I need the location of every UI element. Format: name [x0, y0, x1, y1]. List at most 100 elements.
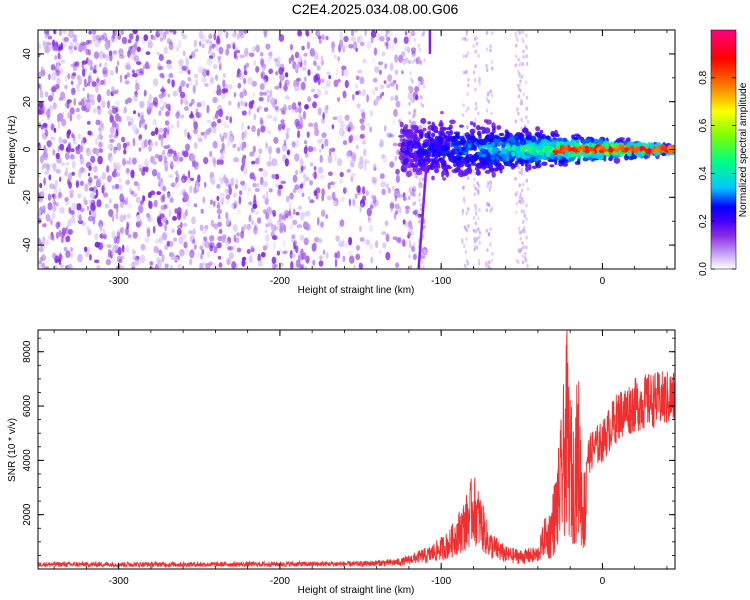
- spectrogram-noise-cell: [58, 136, 63, 144]
- spectrogram-signal-cell: [626, 150, 632, 157]
- spectrogram-signal-cell: [653, 150, 660, 155]
- spectrogram-noise-cell: [472, 44, 475, 48]
- spectrogram-noise-cell: [97, 134, 101, 141]
- spectrogram-noise-cell: [79, 157, 85, 165]
- spectrogram-noise-cell: [144, 123, 148, 130]
- spectrogram-noise-cell: [354, 30, 358, 33]
- spectrogram-noise-cell: [160, 106, 164, 111]
- spectrogram-noise-cell: [83, 196, 87, 205]
- spectrogram-noise-cell: [325, 214, 329, 219]
- spectrogram-noise-cell: [301, 192, 305, 197]
- spectrogram-noise-cell: [474, 186, 478, 191]
- spectrogram-noise-cell: [158, 54, 164, 61]
- spectrogram-signal-cell: [511, 151, 516, 157]
- spectrogram-noise-cell: [206, 119, 212, 124]
- spectrogram-noise-cell: [48, 73, 51, 81]
- spectrogram-noise-cell: [279, 212, 282, 217]
- spectrogram-noise-cell: [75, 107, 80, 113]
- spectrogram-noise-cell: [139, 167, 143, 172]
- spectrogram-noise-cell: [140, 111, 145, 119]
- spectrogram-noise-cell: [412, 190, 415, 195]
- spectrogram-noise-cell: [373, 66, 380, 73]
- spectrogram-noise-cell: [271, 174, 276, 179]
- spectrogram-noise-cell: [403, 46, 409, 51]
- spectrogram-noise-cell: [224, 240, 230, 246]
- spectrogram-noise-cell: [260, 119, 264, 126]
- spectrogram-noise-cell: [331, 191, 336, 201]
- spectrogram-noise-cell: [317, 35, 322, 40]
- spectrogram-noise-cell: [404, 221, 409, 228]
- spectrogram-noise-cell: [522, 245, 525, 250]
- spectrogram-signal-cell: [497, 164, 505, 171]
- spectrogram-signal-cell: [415, 169, 423, 175]
- spectrogram-noise-cell: [204, 83, 209, 87]
- spectrogram-noise-cell: [267, 51, 273, 57]
- spectrogram-noise-cell: [519, 101, 522, 106]
- spectrogram-noise-cell: [295, 64, 298, 72]
- spectrogram-noise-cell: [380, 181, 387, 188]
- spectrogram-noise-cell: [104, 203, 110, 209]
- spectrogram-noise-cell: [162, 185, 167, 192]
- spectrogram-noise-cell: [342, 45, 346, 53]
- spectrogram-noise-cell: [164, 204, 169, 209]
- spectrogram-noise-cell: [134, 141, 138, 146]
- spectrogram-signal-cell: [603, 155, 607, 162]
- snr-series-line: [38, 330, 675, 569]
- spectrogram-noise-cell: [266, 206, 272, 215]
- spectrogram-noise-cell: [128, 33, 134, 40]
- spectrogram-noise-cell: [247, 125, 250, 130]
- spectrogram-noise-cell: [347, 126, 351, 133]
- spectrogram-noise-cell: [228, 186, 232, 196]
- spectrogram-noise-cell: [360, 203, 364, 208]
- spectrogram-noise-cell: [518, 226, 521, 231]
- colorbar-tick-label: 0.2: [698, 214, 709, 228]
- spectrogram-noise-cell: [273, 241, 276, 250]
- spectrogram-noise-cell: [40, 205, 46, 212]
- spectrogram-noise-cell: [294, 153, 300, 162]
- spectrogram-signal-cell: [549, 164, 555, 168]
- spectrogram-signal-cell: [508, 158, 514, 163]
- spectrogram-noise-cell: [478, 235, 481, 240]
- spectrogram-noise-cell: [260, 52, 264, 57]
- spectrogram-noise-cell: [146, 102, 151, 110]
- spectrogram-noise-cell: [299, 158, 304, 167]
- spectrogram-signal-cell: [470, 146, 475, 151]
- spectrogram-noise-cell: [400, 70, 404, 75]
- spectrogram-noise-cell: [348, 44, 354, 49]
- spectrogram-noise-cell: [176, 120, 180, 129]
- spectrogram-noise-cell: [526, 187, 530, 191]
- spectrogram-noise-cell: [97, 155, 103, 165]
- spectrogram-noise-cell: [85, 101, 92, 110]
- spectrogram-noise-cell: [240, 180, 246, 186]
- spectrogram-signal-cell: [441, 144, 448, 152]
- colorbar-tick-label: 0.4: [698, 166, 709, 180]
- spectrogram-noise-cell: [233, 244, 237, 251]
- spectrogram-noise-cell: [163, 46, 169, 55]
- spectrogram-noise-cell: [152, 78, 159, 87]
- spectrogram-noise-cell: [163, 127, 168, 133]
- spectrogram-noise-cell: [379, 139, 384, 148]
- y-tick-label: 4000: [22, 449, 33, 472]
- spectrogram-noise-cell: [64, 102, 68, 107]
- spectrogram-noise-cell: [169, 197, 174, 203]
- spectrogram-noise-cell: [67, 129, 72, 135]
- spectrogram-signal-cell: [495, 155, 500, 161]
- spectrogram-noise-cell: [77, 253, 83, 263]
- spectrogram-noise-cell: [275, 71, 279, 76]
- spectrogram-noise-cell: [518, 71, 521, 76]
- spectrogram-noise-cell: [467, 77, 470, 82]
- spectrogram-noise-cell: [318, 260, 324, 267]
- spectrogram-noise-cell: [419, 203, 423, 208]
- spectrogram-noise-cell: [138, 120, 142, 129]
- spectrogram-noise-cell: [210, 52, 216, 58]
- spectrogram-noise-cell: [174, 208, 178, 214]
- spectrogram-noise-cell: [267, 130, 272, 135]
- spectrogram-noise-cell: [136, 61, 142, 66]
- spectrogram-noise-cell: [242, 78, 247, 85]
- spectrogram-noise-cell: [59, 30, 62, 37]
- spectrogram-noise-cell: [38, 173, 41, 178]
- spectrogram-noise-cell: [170, 158, 176, 167]
- spectrogram-signal-cell: [515, 160, 519, 165]
- spectrogram-noise-cell: [278, 34, 285, 42]
- spectrogram-noise-cell: [178, 39, 182, 48]
